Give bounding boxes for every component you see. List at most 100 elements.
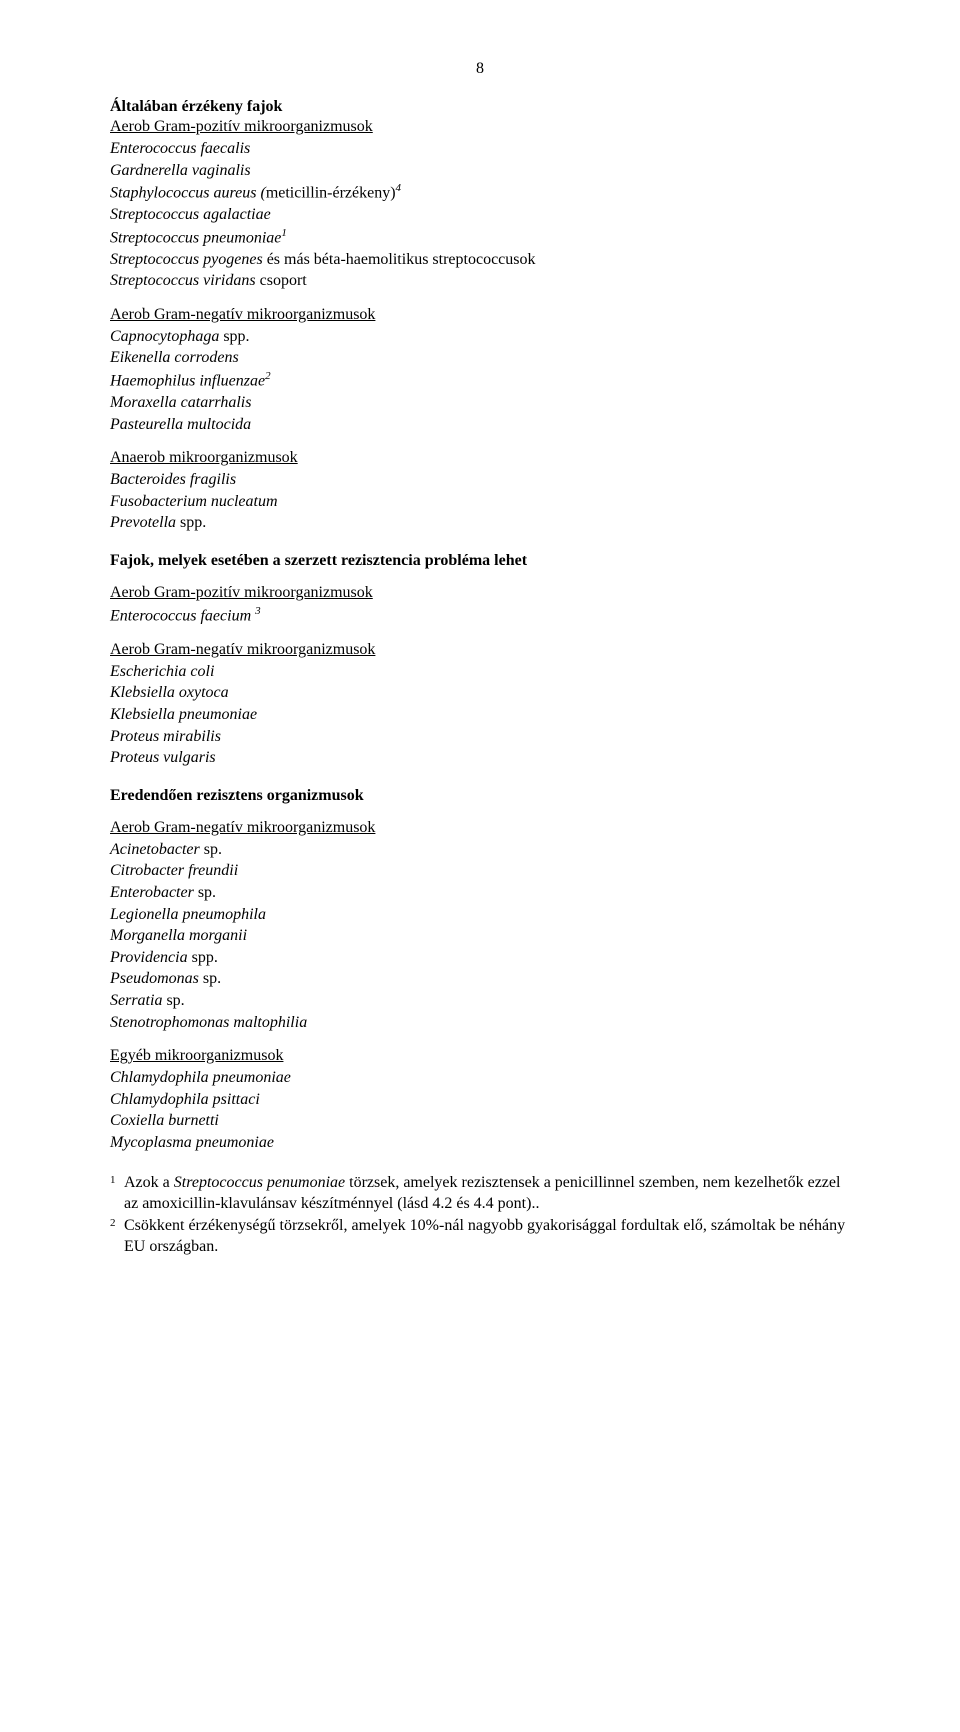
species-name: Klebsiella pneumoniae	[110, 706, 257, 723]
species-tail: meticillin-érzékeny)	[266, 185, 396, 202]
species-name: Streptococcus viridans	[110, 272, 256, 289]
species-name: Haemophilus influenzae	[110, 372, 265, 389]
species-item: Escherichia coli	[110, 661, 850, 683]
superscript: 2	[265, 370, 271, 382]
species-tail: spp.	[176, 514, 206, 531]
species-item: Chlamydophila pneumoniae	[110, 1067, 850, 1089]
species-item: Streptococcus pneumoniae1	[110, 226, 850, 249]
superscript: 3	[255, 605, 261, 617]
species-name: Enterococcus faecalis	[110, 140, 250, 157]
species-item: Streptococcus pyogenes és más béta-haemo…	[110, 249, 850, 271]
species-list: Capnocytophaga spp.Eikenella corrodensHa…	[110, 326, 850, 435]
species-list: Chlamydophila pneumoniae Chlamydophila ps…	[110, 1067, 850, 1153]
species-tail: csoport	[256, 272, 307, 289]
footnote-number: 2	[110, 1215, 124, 1258]
species-item: Proteus mirabilis	[110, 726, 850, 748]
species-item: Proteus vulgaris	[110, 747, 850, 769]
species-name: Serratia	[110, 992, 162, 1009]
species-list: Acinetobacter sp.Citrobacter freundiiEnt…	[110, 839, 850, 1033]
species-list: Bacteroides fragilis Fusobacterium nuclea…	[110, 469, 850, 534]
section-heading: Eredendően rezisztens organizmusok	[110, 787, 850, 805]
species-name: Escherichia coli	[110, 663, 214, 680]
species-item: Eikenella corrodens	[110, 347, 850, 369]
species-name: Coxiella burnetti	[110, 1112, 219, 1129]
species-item: Prevotella spp.	[110, 512, 850, 534]
category-heading: Aerob Gram-negatív mikroorganizmusok	[110, 306, 850, 324]
document-content: Általában érzékeny fajok Aerob Gram-pozit…	[110, 98, 850, 1154]
species-item: Pseudomonas sp.	[110, 968, 850, 990]
species-tail: és más béta-haemolitikus streptococcusok	[263, 251, 536, 268]
species-list: Enterococcus faecium 3	[110, 604, 850, 627]
species-tail: spp.	[188, 949, 218, 966]
species-name: Proteus vulgaris	[110, 749, 216, 766]
species-name: Enterobacter	[110, 884, 194, 901]
species-name: Streptococcus pyogenes	[110, 251, 263, 268]
species-item: Mycoplasma pneumoniae	[110, 1132, 850, 1154]
superscript: 4	[396, 182, 402, 194]
species-item: Klebsiella oxytoca	[110, 682, 850, 704]
species-name: Citrobacter freundii	[110, 862, 238, 879]
species-item: Stenotrophomonas maltophilia	[110, 1012, 850, 1034]
footnote-number: 1	[110, 1172, 124, 1215]
category-heading: Aerob Gram-negatív mikroorganizmusok	[110, 819, 850, 837]
species-item: Morganella morganii	[110, 925, 850, 947]
category-heading: Anaerob mikroorganizmusok	[110, 449, 850, 467]
species-name: Bacteroides fragilis	[110, 471, 236, 488]
species-tail: sp.	[194, 884, 216, 901]
species-item: Coxiella burnetti	[110, 1110, 850, 1132]
species-name: Moraxella catarrhalis	[110, 394, 251, 411]
species-tail: sp.	[162, 992, 184, 1009]
footnotes: 1Azok a Streptococcus penumoniae törzsek…	[110, 1172, 850, 1258]
species-name: Providencia	[110, 949, 188, 966]
species-tail: sp.	[199, 970, 221, 987]
species-name: Klebsiella oxytoca	[110, 684, 229, 701]
species-item: Staphylococcus aureus (meticillin-érzéke…	[110, 181, 850, 204]
species-name: Fusobacterium nucleatum	[110, 493, 278, 510]
species-name: Chlamydophila psittaci	[110, 1091, 260, 1108]
species-item: Klebsiella pneumoniae	[110, 704, 850, 726]
species-tail: spp.	[219, 328, 249, 345]
species-item: Enterococcus faecalis	[110, 138, 850, 160]
page-container: 8 Általában érzékeny fajok Aerob Gram-poz…	[0, 0, 960, 1318]
species-item: Haemophilus influenzae2	[110, 369, 850, 392]
species-tail: sp.	[200, 841, 222, 858]
species-name: Pasteurella multocida	[110, 416, 251, 433]
species-name: Morganella morganii	[110, 927, 247, 944]
species-item: Legionella pneumophila	[110, 904, 850, 926]
species-item: Pasteurella multocida	[110, 414, 850, 436]
category-heading: Egyéb mikroorganizmusok	[110, 1047, 850, 1065]
category-heading: Aerob Gram-pozitív mikroorganizmusok	[110, 584, 850, 602]
species-name: Gardnerella vaginalis	[110, 162, 251, 179]
species-name: Mycoplasma pneumoniae	[110, 1134, 274, 1151]
species-item: Providencia spp.	[110, 947, 850, 969]
species-item: Citrobacter freundii	[110, 860, 850, 882]
category-heading: Aerob Gram-pozitív mikroorganizmusok	[110, 118, 850, 136]
footnote-lead: Azok a	[124, 1174, 174, 1191]
species-item: Gardnerella vaginalis	[110, 160, 850, 182]
species-name: Staphylococcus aureus (	[110, 185, 266, 202]
species-item: Moraxella catarrhalis	[110, 392, 850, 414]
species-item: Enterococcus faecium 3	[110, 604, 850, 627]
species-item: Bacteroides fragilis	[110, 469, 850, 491]
footnote: 2Csökkent érzékenységű törzsekről, amely…	[110, 1215, 850, 1258]
page-number: 8	[110, 60, 850, 78]
species-name: Stenotrophomonas maltophilia	[110, 1014, 307, 1031]
species-name: Proteus mirabilis	[110, 728, 221, 745]
species-name: Chlamydophila pneumoniae	[110, 1069, 291, 1086]
section-heading: Általában érzékeny fajok	[110, 98, 850, 116]
superscript: 1	[281, 227, 287, 239]
footnote-rest: Csökkent érzékenységű törzsekről, amelye…	[124, 1217, 845, 1256]
footnote-italic: Streptococcus penumoniae	[174, 1174, 345, 1191]
species-item: Enterobacter sp.	[110, 882, 850, 904]
species-list: Enterococcus faecalis Gardnerella vaginal…	[110, 138, 850, 292]
section-heading: Fajok, melyek esetében a szerzett rezisz…	[110, 552, 850, 570]
species-name: Eikenella corrodens	[110, 349, 239, 366]
species-name: Streptococcus agalactiae	[110, 206, 271, 223]
species-name: Pseudomonas	[110, 970, 199, 987]
species-item: Streptococcus viridans csoport	[110, 270, 850, 292]
species-name: Legionella pneumophila	[110, 906, 266, 923]
footnote-text: Azok a Streptococcus penumoniae törzsek,…	[124, 1172, 850, 1215]
species-item: Streptococcus agalactiae	[110, 204, 850, 226]
species-item: Chlamydophila psittaci	[110, 1089, 850, 1111]
species-name: Prevotella	[110, 514, 176, 531]
